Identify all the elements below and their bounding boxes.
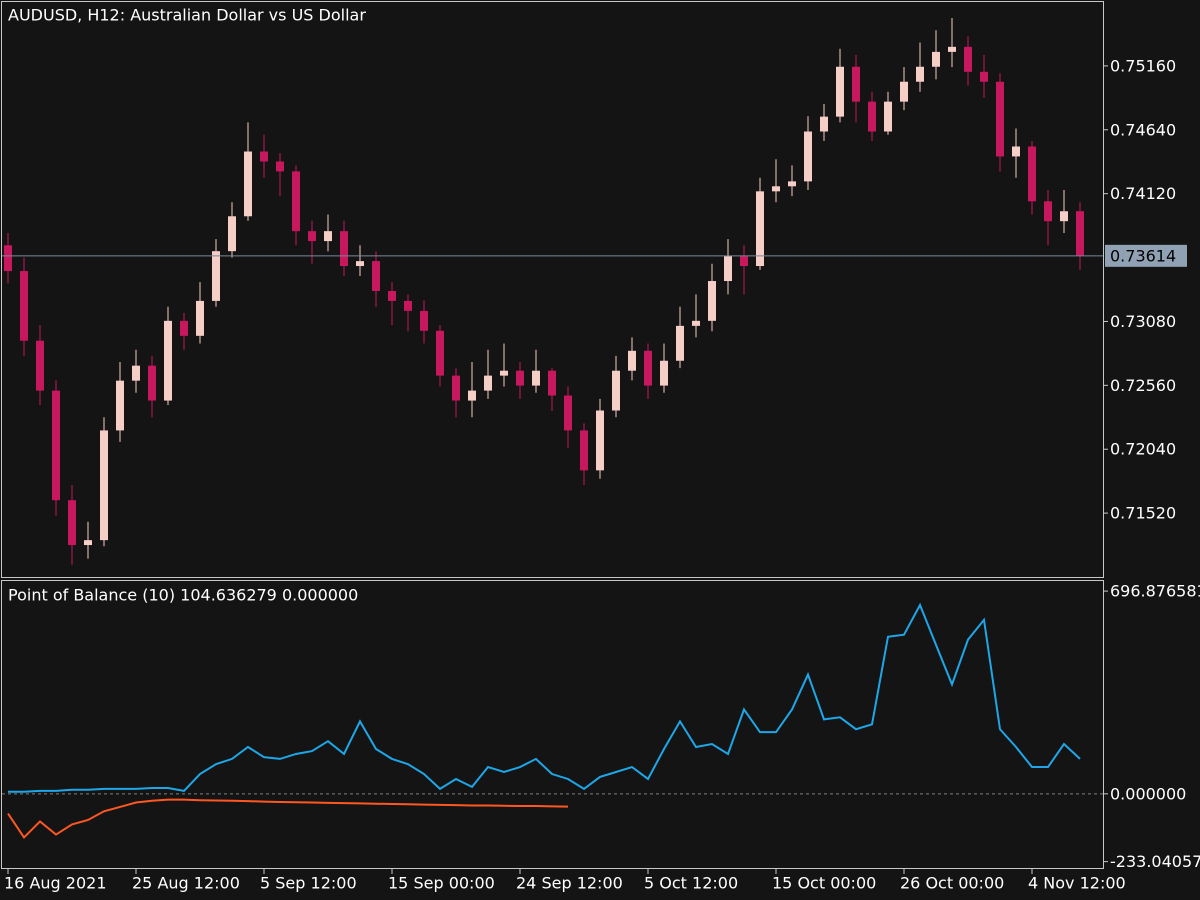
- candle-body: [740, 256, 748, 267]
- y-tick-label: 0.72560: [1110, 376, 1176, 395]
- candle-body: [212, 251, 220, 301]
- y-tick-label: 696.876581: [1110, 582, 1200, 601]
- candle-body: [356, 261, 364, 267]
- candle-body: [468, 390, 476, 401]
- candle-body: [548, 370, 556, 396]
- indicator-line: [7, 798, 569, 840]
- candle-body: [772, 186, 780, 192]
- last-price-label: 0.73614: [1110, 246, 1176, 265]
- x-tick-label: 25 Aug 12:00: [132, 874, 240, 893]
- candle-body: [372, 261, 380, 291]
- price-panel: [1, 1, 1104, 578]
- x-tick-label: 24 Sep 12:00: [516, 874, 623, 893]
- candle-body: [1060, 211, 1068, 222]
- x-tick-label: 4 Nov 12:00: [1028, 874, 1126, 893]
- candle-body: [692, 320, 700, 326]
- candle-body: [756, 191, 764, 267]
- candle-body: [180, 320, 188, 336]
- candle-body: [596, 410, 604, 471]
- y-tick-label: 0.000000: [1110, 784, 1186, 803]
- candle-body: [612, 370, 620, 411]
- candle-body: [404, 300, 412, 311]
- chart-title: AUDUSD, H12: Australian Dollar vs US Dol…: [8, 6, 366, 25]
- candle-body: [500, 370, 508, 376]
- y-tick-label: 0.74120: [1110, 184, 1176, 203]
- candle-body: [516, 370, 524, 386]
- candle-body: [884, 101, 892, 132]
- candle-body: [996, 81, 1004, 157]
- y-tick-label: 0.74640: [1110, 120, 1176, 139]
- candle-body: [916, 66, 924, 82]
- candle-body: [228, 216, 236, 252]
- candle-body: [948, 46, 956, 52]
- candle-body: [804, 131, 812, 182]
- candle-body: [724, 256, 732, 282]
- candle-body: [836, 66, 844, 117]
- x-tick-label: 5 Oct 12:00: [644, 874, 738, 893]
- candle-body: [868, 101, 876, 132]
- x-tick-label: 26 Oct 00:00: [900, 874, 1004, 893]
- candle-body: [20, 271, 28, 341]
- candle-body: [276, 161, 284, 172]
- candle-body: [628, 350, 636, 371]
- indicator-title: Point of Balance (10) 104.636279 0.00000…: [8, 586, 358, 605]
- candle-body: [452, 375, 460, 401]
- candle-body: [564, 395, 572, 431]
- x-tick-label: 5 Sep 12:00: [260, 874, 357, 893]
- candle-body: [164, 320, 172, 401]
- candle-body: [1028, 146, 1036, 202]
- candle-body: [644, 350, 652, 386]
- candle-body: [900, 81, 908, 102]
- candle-body: [932, 51, 940, 67]
- y-tick-label: 0.72040: [1110, 440, 1176, 459]
- candle-body: [980, 71, 988, 82]
- candle-body: [788, 181, 796, 187]
- candle-body: [244, 151, 252, 217]
- candle-body: [260, 151, 268, 162]
- candle-body: [1012, 146, 1020, 157]
- indicator-line: [8, 602, 1081, 793]
- last-price-box: [1105, 244, 1187, 267]
- candle-body: [36, 340, 44, 391]
- candle-body: [292, 171, 300, 232]
- candle-body: [1076, 211, 1084, 256]
- candle-body: [660, 360, 668, 386]
- candle-body: [420, 310, 428, 331]
- candle-body: [4, 245, 12, 272]
- candle-body: [340, 231, 348, 267]
- candle-body: [132, 365, 140, 381]
- y-tick-label: 0.73080: [1110, 312, 1176, 331]
- candle-body: [148, 365, 156, 401]
- y-tick-label: 0.71520: [1110, 504, 1176, 523]
- candle-body: [52, 390, 60, 501]
- candle-body: [116, 380, 124, 431]
- x-tick-label: 15 Sep 00:00: [388, 874, 495, 893]
- candle-body: [196, 300, 204, 336]
- candle-body: [580, 430, 588, 471]
- candle-body: [1044, 201, 1052, 222]
- candle-body: [388, 290, 396, 301]
- candle-body: [68, 500, 76, 546]
- candle-body: [852, 66, 860, 102]
- candle-body: [964, 46, 972, 72]
- plot: [2, 17, 1103, 840]
- x-tick-label: 16 Aug 2021: [4, 874, 107, 893]
- candle-body: [324, 231, 332, 242]
- candle-body: [484, 375, 492, 391]
- candle-body: [708, 281, 716, 321]
- indicator-panel: [1, 580, 1104, 869]
- y-tick-label: 0.75160: [1110, 56, 1176, 75]
- candle-body: [100, 430, 108, 541]
- y-tick-label: -233.04057: [1110, 852, 1200, 871]
- candle-body: [532, 370, 540, 386]
- candle-body: [820, 116, 828, 132]
- candle-body: [84, 540, 92, 546]
- x-tick-label: 15 Oct 00:00: [772, 874, 876, 893]
- candle-body: [436, 330, 444, 376]
- candle-body: [676, 325, 684, 361]
- candle-body: [308, 231, 316, 242]
